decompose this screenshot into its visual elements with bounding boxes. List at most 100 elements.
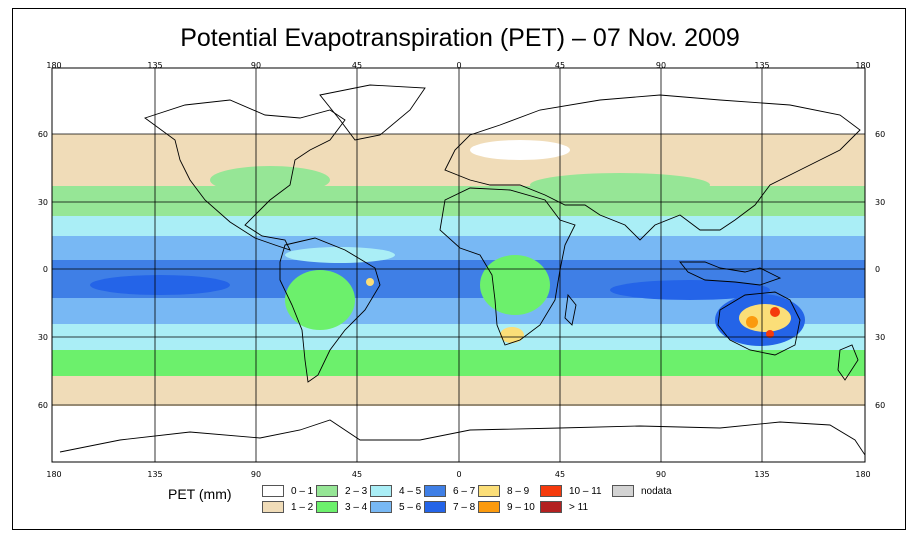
- lat-left-3: 30: [38, 333, 48, 342]
- lon-bottom-1: 135: [147, 470, 162, 479]
- lat-left-1: 30: [38, 198, 48, 207]
- legend-item-8: 8 – 9: [478, 484, 529, 498]
- legend-item-2: 2 – 3: [316, 484, 367, 498]
- legend-label-9: 9 – 10: [507, 501, 535, 513]
- legend-title: PET (mm): [168, 486, 232, 502]
- legend-item-3: 3 – 4: [316, 500, 367, 514]
- legend-swatch-9: [478, 501, 500, 513]
- patch-pac-dark: [90, 275, 230, 295]
- legend-label-0: 0 – 1: [291, 485, 314, 497]
- lon-top-2: 90: [251, 61, 261, 70]
- legend-swatch-5: [370, 501, 392, 513]
- lon-labels-top: 180 135 90 45 0 45 90 135 180: [46, 61, 870, 70]
- legend-swatch-0: [262, 485, 284, 497]
- legend-item-1: 1 – 2: [262, 500, 313, 514]
- band-north-2-3: [52, 186, 865, 216]
- band-north-1-2: [52, 134, 865, 186]
- lon-bottom-0: 180: [46, 470, 61, 479]
- legend-label-3: 3 – 4: [345, 501, 368, 513]
- legend-item-4: 4 – 5: [370, 484, 421, 498]
- band-south-1-2: [52, 376, 865, 406]
- patch-atl-light: [285, 247, 395, 263]
- patch-australia-orange: [746, 316, 758, 328]
- lat-labels-left: 60 30 0 30 60: [38, 130, 48, 410]
- indonesia-outline: [679, 261, 782, 286]
- legend-swatch-3: [316, 501, 338, 513]
- legend-label-6: 6 – 7: [453, 485, 476, 497]
- legend-swatch-7: [424, 501, 446, 513]
- lon-bottom-8: 180: [855, 470, 870, 479]
- lon-top-3: 45: [352, 61, 362, 70]
- lon-bottom-6: 90: [656, 470, 666, 479]
- lat-right-2: 0: [875, 265, 880, 274]
- patch-africa-green: [480, 255, 550, 315]
- band-antarctic-white: [52, 406, 865, 462]
- lon-top-0: 180: [46, 61, 61, 70]
- legend-label-5: 5 – 6: [399, 501, 422, 513]
- legend-label-8: 8 – 9: [507, 485, 530, 497]
- legend-item-10: 10 – 11: [540, 484, 602, 498]
- lon-labels-bottom: 180 135 90 45 0 45 90 135 180: [46, 470, 870, 479]
- patch-australia-red: [770, 307, 780, 317]
- patch-asia-green: [530, 173, 710, 197]
- legend-swatch-6: [424, 485, 446, 497]
- legend-item-6: 6 – 7: [424, 484, 475, 498]
- legend-swatch-2: [316, 485, 338, 497]
- lon-bottom-7: 135: [754, 470, 769, 479]
- eurasia-outline: [444, 94, 861, 241]
- lon-bottom-3: 45: [352, 470, 362, 479]
- lon-top-5: 45: [555, 61, 565, 70]
- lat-left-4: 60: [38, 401, 48, 410]
- band-south-3-4: [52, 350, 865, 376]
- legend-item-12: nodata: [612, 484, 672, 498]
- legend-item-5: 5 – 6: [370, 500, 421, 514]
- legend-item-11: > 11: [540, 500, 588, 514]
- madagascar-outline: [564, 293, 577, 326]
- new-zealand-outline: [837, 344, 859, 381]
- legend-label-7: 7 – 8: [453, 501, 476, 513]
- legend-label-10: 10 – 11: [569, 485, 602, 497]
- legend-swatch-8: [478, 485, 500, 497]
- lon-bottom-2: 90: [251, 470, 261, 479]
- map-title: Potential Evapotranspiration (PET) – 07 …: [180, 24, 740, 52]
- south-america-outline: [279, 237, 381, 383]
- legend-item-7: 7 – 8: [424, 500, 475, 514]
- legend-label-1: 1 – 2: [291, 501, 314, 513]
- legend-swatch-1: [262, 501, 284, 513]
- lat-right-0: 60: [875, 130, 885, 139]
- lon-top-6: 90: [656, 61, 666, 70]
- patch-europe-white: [470, 140, 570, 160]
- greenland-outline: [319, 84, 426, 141]
- australia-outline: [717, 291, 801, 356]
- lon-bottom-4: 0: [456, 470, 461, 479]
- legend-label-2: 2 – 3: [345, 485, 368, 497]
- patch-samerica-green: [285, 270, 355, 330]
- patch-australia-red-2: [766, 330, 774, 338]
- legend-item-9: 9 – 10: [478, 500, 535, 514]
- lat-right-1: 30: [875, 198, 885, 207]
- legend-item-0: 0 – 1: [262, 484, 313, 498]
- africa-outline: [439, 187, 576, 346]
- legend-swatch-10: [540, 485, 562, 497]
- patch-na-green: [210, 166, 330, 194]
- lat-left-2: 0: [43, 265, 48, 274]
- legend-swatch-4: [370, 485, 392, 497]
- map-border: [51, 67, 866, 463]
- band-north-5-6: [52, 236, 865, 260]
- lat-right-3: 30: [875, 333, 885, 342]
- patch-safrica-yellow: [500, 327, 524, 343]
- patch-australia-yellow: [739, 304, 791, 332]
- lon-top-1: 135: [147, 61, 162, 70]
- lon-top-8: 180: [855, 61, 870, 70]
- coastlines: [59, 84, 865, 456]
- lon-top-4: 0: [456, 61, 461, 70]
- patch-brazil-yellow: [366, 278, 374, 286]
- band-north-4-5: [52, 216, 865, 236]
- graticule: [52, 68, 865, 462]
- legend-label-11: > 11: [569, 501, 588, 513]
- lat-left-0: 60: [38, 130, 48, 139]
- legend-swatch-12: [612, 485, 634, 497]
- patch-io-dark: [610, 280, 770, 300]
- legend-swatch-11: [540, 501, 562, 513]
